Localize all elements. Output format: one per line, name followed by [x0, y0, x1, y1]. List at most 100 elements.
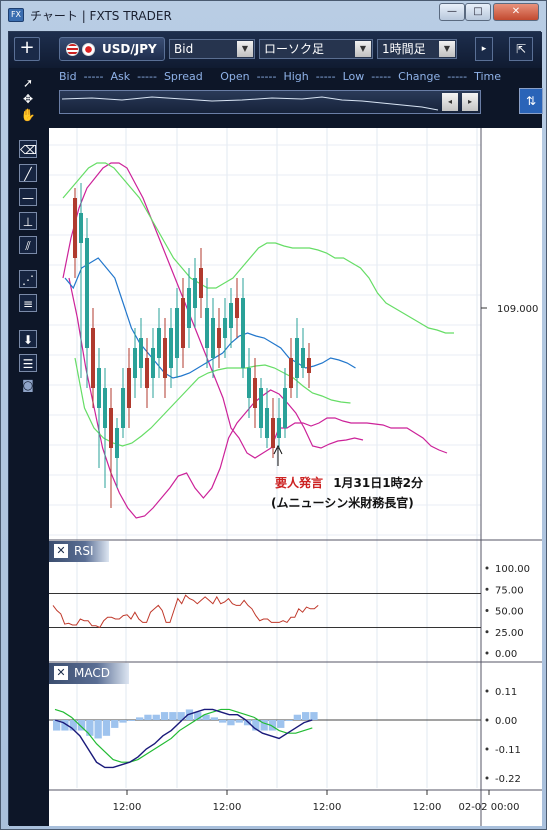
hand-icon[interactable]: ✋	[20, 108, 36, 122]
fibonacci-icon[interactable]: ≡	[19, 294, 37, 312]
maximize-button[interactable]: □	[465, 3, 491, 21]
vertical-line-icon[interactable]: ⊥	[19, 212, 37, 230]
event-label: 要人発言	[275, 476, 324, 490]
candle-body	[133, 348, 137, 378]
macd-tick-dot	[485, 718, 489, 722]
candle-body	[169, 328, 173, 368]
time-tick-label: 12:00	[313, 802, 342, 813]
chart-background	[49, 128, 542, 826]
candle-body	[205, 308, 209, 348]
chart-area[interactable]: 109.000 100.00 75.00 50.00 25.00 0.00 0.11 0.00…	[49, 128, 542, 826]
event-detail: (ムニューシン米財務長官)	[271, 496, 414, 510]
macd-tick-dot	[485, 776, 489, 780]
nav-left-icon[interactable]: ◂	[442, 93, 458, 111]
macd-tick-dot	[485, 689, 489, 693]
candle-body	[181, 298, 185, 348]
macd-title: MACD	[74, 666, 110, 680]
cursor-icon[interactable]: ➚	[22, 76, 34, 90]
close-macd-icon[interactable]: ✕	[54, 666, 68, 680]
macd-histogram-bar	[302, 712, 310, 720]
eraser-icon[interactable]: ⌫	[19, 140, 37, 158]
trendline-icon[interactable]: ╱	[19, 164, 37, 182]
add-chart-button[interactable]: +	[14, 37, 40, 61]
candle-body	[145, 358, 149, 388]
quote-fields: Bid ----- Ask ----- Spread Open ----- High ----…	[59, 70, 515, 83]
candle-body	[187, 288, 191, 328]
quote-label-spread: Spread	[163, 70, 203, 83]
macd-histogram-bar	[210, 717, 218, 720]
candle-body	[91, 328, 95, 388]
timeframe-select[interactable]: 1時間足 ▼	[377, 39, 457, 59]
horizontal-line-icon[interactable]: —	[19, 188, 37, 206]
candle-body	[301, 348, 305, 368]
bollinger-mid-upper	[62, 162, 454, 334]
candle-body	[211, 318, 215, 358]
macd-tick-label: 0.00	[495, 716, 517, 727]
candle-body	[295, 338, 299, 378]
window-title: チャート | FXTS TRADER	[30, 9, 172, 23]
quote-value-bid: -----	[83, 70, 104, 83]
fan-icon[interactable]: ⋰	[19, 270, 37, 288]
list-icon[interactable]: ☰	[19, 354, 37, 372]
quote-value-spread	[210, 70, 214, 83]
crosshair-cursor-icon[interactable]: ✥	[22, 92, 34, 106]
quote-label-ask: Ask	[110, 70, 131, 83]
macd-histogram-bar	[227, 720, 235, 726]
rsi-title: RSI	[74, 544, 94, 558]
rsi-tick-dot	[485, 630, 489, 634]
fit-chart-button[interactable]: ⇅	[519, 88, 543, 114]
quote-label-change: Change	[398, 70, 441, 83]
download-icon[interactable]: ⬇	[19, 330, 37, 348]
price-type-select[interactable]: Bid ▼	[169, 39, 255, 59]
close-rsi-icon[interactable]: ✕	[54, 544, 68, 558]
channel-icon[interactable]: ⫽	[19, 236, 37, 254]
macd-histogram-bar	[119, 720, 127, 723]
event-datetime: 1月31日1時2分	[333, 476, 423, 490]
rsi-tick-label: 75.00	[495, 585, 524, 596]
macd-histogram-bar	[127, 720, 135, 721]
chart-type-select[interactable]: ローソク足 ▼	[259, 39, 373, 59]
candle-body	[151, 348, 155, 378]
minimize-button[interactable]: —	[439, 3, 465, 21]
candle-body	[253, 378, 257, 408]
candle-body	[157, 328, 161, 358]
bollinger-upper-band	[62, 162, 448, 459]
chevron-down-icon: ▼	[439, 41, 455, 57]
candle-body	[235, 298, 239, 318]
chart-client-area: + USD/JPY Bid ▼ ローソク足 ▼ 1時間足 ▼ ▸ ⇱ ➚	[8, 31, 543, 826]
candle-body	[85, 238, 89, 348]
time-tick-label: 12:00	[213, 802, 242, 813]
title-bar[interactable]: FX チャート | FXTS TRADER — □ ✕	[1, 1, 546, 29]
quote-label-high: High	[283, 70, 309, 83]
quote-value-change: -----	[447, 70, 468, 83]
quote-label-bid: Bid	[59, 70, 77, 83]
bollinger-lower-band	[68, 277, 364, 519]
macd-histogram-bar	[144, 714, 152, 720]
toolbar-scroll-button[interactable]: ▸	[475, 37, 493, 61]
macd-histogram-bar	[77, 720, 86, 731]
camera-icon[interactable]: ◙	[22, 378, 34, 392]
rsi-tick-label: 25.00	[495, 628, 524, 639]
nav-right-icon[interactable]: ▸	[462, 93, 478, 111]
rsi-tick-label: 50.00	[495, 607, 524, 618]
navigator-bar[interactable]: ◂ ▸	[59, 90, 481, 114]
macd-histogram-bar	[285, 720, 293, 721]
symbol-button[interactable]: USD/JPY	[59, 37, 165, 61]
macd-tick-dot	[485, 747, 489, 751]
candle-body	[277, 418, 281, 438]
chevron-down-icon: ▼	[237, 41, 253, 57]
jp-flag-icon	[82, 43, 95, 56]
macd-histogram-bar	[53, 720, 61, 731]
detach-button[interactable]: ⇱	[509, 37, 533, 61]
macd-histogram-bar	[293, 714, 301, 720]
candle-body	[121, 388, 125, 428]
quote-value-high: -----	[315, 70, 336, 83]
rsi-tick-dot	[485, 651, 489, 655]
us-flag-icon	[66, 43, 79, 56]
macd-histogram-bar	[86, 720, 94, 736]
candle-body	[139, 338, 143, 368]
close-button[interactable]: ✕	[493, 3, 539, 21]
rsi-tick-label: 0.00	[495, 649, 517, 660]
macd-histogram-bar	[169, 712, 177, 720]
candle-body	[265, 408, 269, 438]
